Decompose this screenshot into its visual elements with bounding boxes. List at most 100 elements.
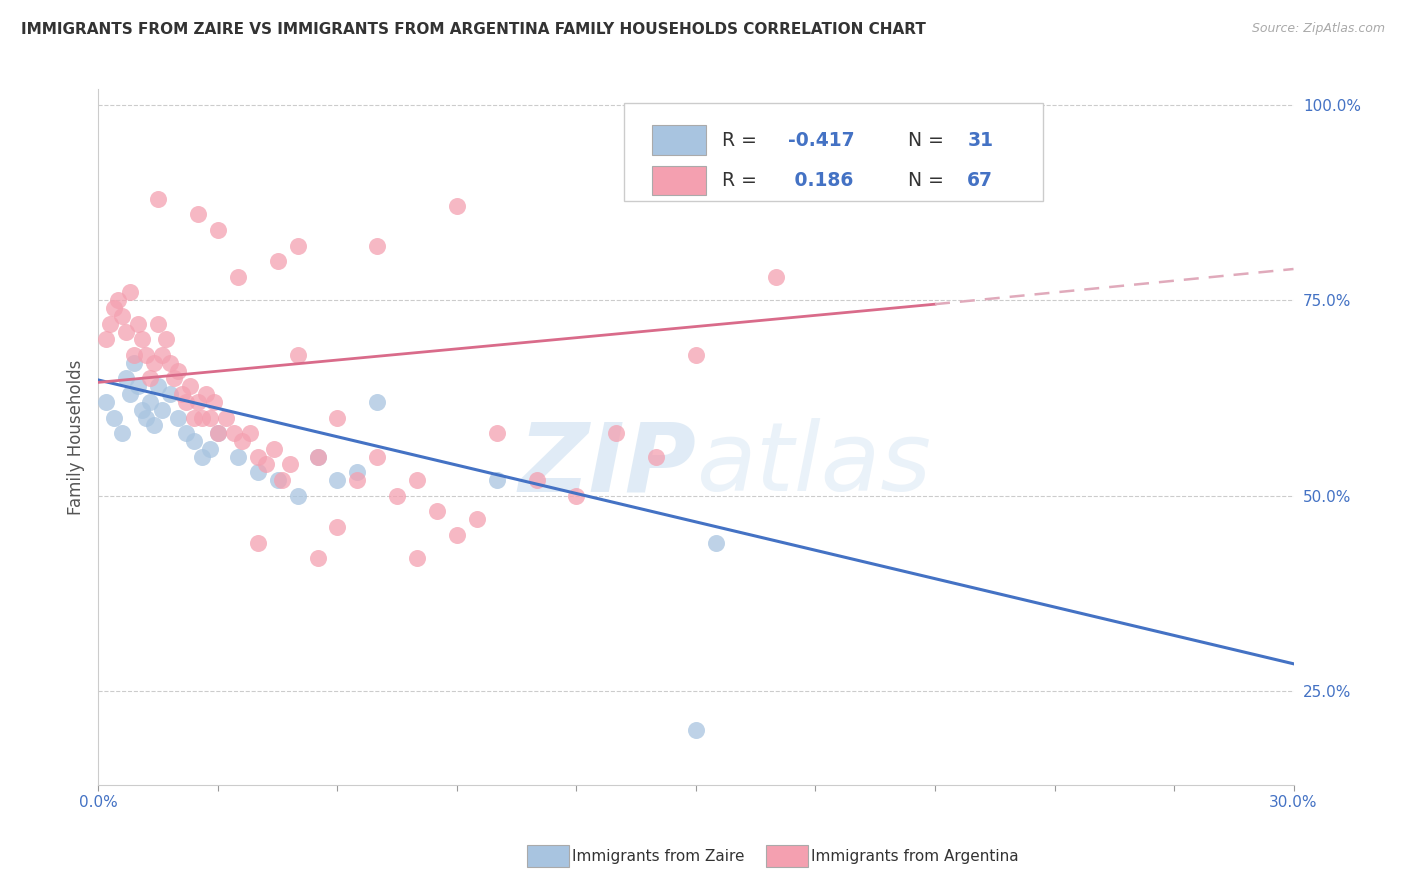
- Point: [207, 426, 229, 441]
- Point: [406, 473, 429, 487]
- Point: [645, 450, 668, 464]
- Point: [191, 410, 214, 425]
- Text: N =: N =: [907, 130, 949, 150]
- Point: [263, 442, 285, 456]
- Point: [191, 450, 214, 464]
- Point: [195, 387, 218, 401]
- Point: [307, 450, 329, 464]
- Point: [120, 285, 142, 300]
- Point: [207, 223, 229, 237]
- Point: [139, 371, 162, 385]
- Point: [267, 473, 290, 487]
- Point: [565, 489, 588, 503]
- Text: N =: N =: [907, 171, 949, 190]
- Text: 31: 31: [967, 130, 993, 150]
- Point: [174, 395, 197, 409]
- Point: [150, 348, 173, 362]
- Point: [155, 332, 177, 346]
- Point: [366, 238, 388, 252]
- Point: [485, 473, 508, 487]
- Point: [159, 387, 181, 401]
- Point: [150, 402, 173, 417]
- Text: 0.186: 0.186: [787, 171, 853, 190]
- Point: [148, 192, 170, 206]
- Point: [143, 356, 166, 370]
- Point: [307, 551, 329, 566]
- Point: [167, 410, 190, 425]
- Point: [685, 348, 707, 362]
- Text: R =: R =: [723, 130, 763, 150]
- Point: [704, 535, 727, 549]
- Point: [287, 348, 309, 362]
- Point: [187, 395, 209, 409]
- Point: [131, 332, 153, 346]
- Point: [174, 426, 197, 441]
- Point: [148, 379, 170, 393]
- Point: [239, 426, 262, 441]
- Point: [278, 458, 301, 472]
- Point: [222, 426, 245, 441]
- Text: ZIP: ZIP: [517, 418, 696, 511]
- Point: [159, 356, 181, 370]
- Y-axis label: Family Households: Family Households: [66, 359, 84, 515]
- Point: [131, 402, 153, 417]
- Text: 67: 67: [967, 171, 993, 190]
- Point: [111, 309, 134, 323]
- Bar: [652, 166, 706, 195]
- Point: [124, 356, 146, 370]
- Point: [605, 426, 627, 441]
- Point: [115, 371, 138, 385]
- Point: [246, 465, 269, 479]
- Point: [270, 473, 292, 487]
- Point: [103, 410, 125, 425]
- Point: [124, 348, 146, 362]
- Text: Immigrants from Argentina: Immigrants from Argentina: [811, 849, 1019, 863]
- Point: [107, 293, 129, 308]
- Point: [385, 489, 409, 503]
- Point: [143, 418, 166, 433]
- Text: -0.417: -0.417: [787, 130, 855, 150]
- Point: [346, 465, 368, 479]
- Point: [183, 410, 205, 425]
- Point: [287, 238, 309, 252]
- Point: [485, 426, 508, 441]
- Point: [346, 473, 368, 487]
- Point: [96, 395, 118, 409]
- FancyBboxPatch shape: [624, 103, 1043, 201]
- Point: [120, 387, 142, 401]
- Point: [465, 512, 488, 526]
- Point: [246, 535, 269, 549]
- Point: [215, 410, 238, 425]
- Point: [226, 450, 249, 464]
- Point: [198, 442, 221, 456]
- Point: [202, 395, 225, 409]
- Point: [103, 301, 125, 315]
- Text: Immigrants from Zaire: Immigrants from Zaire: [572, 849, 745, 863]
- Point: [135, 410, 157, 425]
- Point: [366, 450, 388, 464]
- Point: [111, 426, 134, 441]
- Point: [179, 379, 201, 393]
- Point: [326, 520, 349, 534]
- Point: [127, 317, 149, 331]
- Point: [163, 371, 186, 385]
- Text: R =: R =: [723, 171, 763, 190]
- Point: [267, 254, 290, 268]
- Point: [98, 317, 122, 331]
- Point: [406, 551, 429, 566]
- Text: atlas: atlas: [696, 418, 931, 511]
- Point: [526, 473, 548, 487]
- Point: [326, 410, 349, 425]
- Point: [685, 723, 707, 738]
- Point: [765, 269, 787, 284]
- Point: [307, 450, 329, 464]
- Point: [446, 199, 468, 213]
- Point: [198, 410, 221, 425]
- Point: [287, 489, 309, 503]
- Bar: [652, 126, 706, 154]
- Point: [326, 473, 349, 487]
- Point: [127, 379, 149, 393]
- Point: [183, 434, 205, 448]
- Point: [226, 269, 249, 284]
- Text: IMMIGRANTS FROM ZAIRE VS IMMIGRANTS FROM ARGENTINA FAMILY HOUSEHOLDS CORRELATION: IMMIGRANTS FROM ZAIRE VS IMMIGRANTS FROM…: [21, 22, 927, 37]
